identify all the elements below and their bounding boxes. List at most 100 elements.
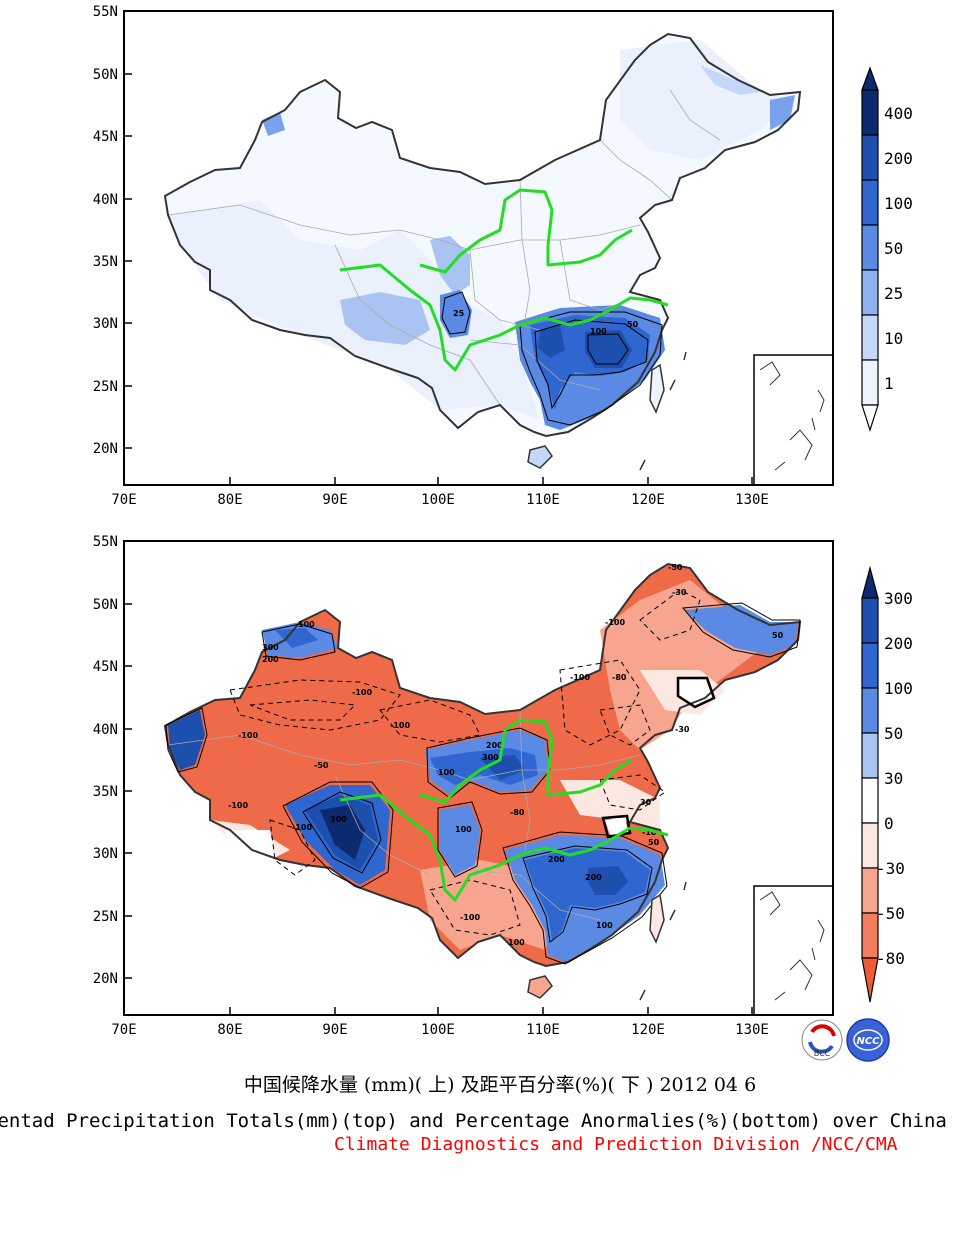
lon-label: 120E	[631, 492, 665, 508]
contour-label: -30	[672, 588, 687, 597]
contour-label: -50	[668, 563, 683, 572]
lat-label: 30N	[93, 846, 118, 862]
lon-label: 90E	[322, 1022, 347, 1038]
lat-label: 50N	[93, 67, 118, 83]
bottom-province-lines	[167, 709, 641, 921]
colorbar-arrow-top	[861, 565, 879, 599]
contour-label: 50	[627, 320, 639, 329]
contour-label: -30	[675, 725, 690, 734]
contour-label: 200	[585, 873, 602, 882]
colorbar-label: 25	[884, 284, 903, 303]
colorbar-label: 100	[884, 194, 913, 213]
contour-label: -80	[612, 673, 627, 682]
bottom-inset-south-china-sea	[753, 885, 833, 1015]
bottom-colorbar-labels: 300 200 100 50 30 0 -30 -50 -80	[876, 589, 913, 968]
contour-label: 200	[262, 655, 279, 664]
contour-label: -100	[570, 673, 590, 682]
contour-label: 100	[508, 938, 525, 947]
lon-label: 110E	[526, 1022, 560, 1038]
colorbar-label: 200	[884, 149, 913, 168]
caption-division: Climate Diagnostics and Prediction Divis…	[334, 1134, 898, 1155]
caption-chinese: 中国候降水量 (mm)( 上) 及距平百分率(%)( 下 ) 2012 04 6	[243, 1074, 757, 1096]
lon-label: 120E	[631, 1022, 665, 1038]
bottom-lon-labels: 70E 80E 90E 100E 110E 120E 130E	[111, 1022, 769, 1038]
contour-label: -100	[605, 618, 625, 627]
lon-label: 90E	[322, 492, 347, 508]
contour-label: -80	[510, 808, 525, 817]
lat-label: 35N	[93, 254, 118, 270]
lat-label: 35N	[93, 784, 118, 800]
bcc-logo: BCC	[801, 1019, 843, 1061]
contour-label: 50	[648, 838, 660, 847]
top-lat-labels: 55N 50N 45N 40N 35N 30N 25N 20N	[93, 4, 118, 457]
contour-label: 50	[772, 631, 784, 640]
top-colorbar	[861, 66, 879, 432]
lon-label: 110E	[526, 492, 560, 508]
contour-label: 30	[640, 798, 652, 807]
contour-label: 100	[455, 825, 472, 834]
lon-label: 70E	[111, 1022, 136, 1038]
contour-label: 300	[330, 815, 347, 824]
lon-label: 70E	[111, 492, 136, 508]
colorbar-label: 100	[884, 679, 913, 698]
bottom-lon-ticks	[123, 1007, 753, 1015]
lon-label: 80E	[217, 492, 242, 508]
colorbar-label: 10	[884, 329, 903, 348]
colorbar-label: 50	[884, 724, 903, 743]
bottom-contours-solid	[165, 602, 801, 965]
lat-label: 50N	[93, 597, 118, 613]
colorbar-label: -80	[876, 949, 905, 968]
contour-label: -10	[642, 828, 657, 837]
colorbar-arrow-bottom	[861, 404, 879, 432]
lat-label: 40N	[93, 192, 118, 208]
lat-label: 25N	[93, 379, 118, 395]
lat-label: 25N	[93, 909, 118, 925]
contour-label: 100	[596, 921, 613, 930]
contour-label: 100	[298, 620, 315, 629]
colorbar-label: -30	[876, 859, 905, 878]
bcc-logo-text: BCC	[814, 1049, 831, 1058]
contour-label: -100	[390, 721, 410, 730]
top-blue-shading	[262, 65, 795, 430]
lat-label: 55N	[93, 4, 118, 20]
caption-english: Pentad Precipitation Totals(mm)(top) and…	[0, 1110, 947, 1132]
contour-label: 300	[482, 753, 499, 762]
lat-label: 40N	[93, 722, 118, 738]
top-contour-labels: 25 50 100	[453, 309, 639, 336]
colorbar-label: 1	[884, 374, 894, 393]
top-map-frame	[123, 10, 834, 486]
islands	[639, 351, 687, 471]
contour-label: 200	[548, 855, 565, 864]
colorbar-label: 50	[884, 239, 903, 258]
colorbar-label: -50	[876, 904, 905, 923]
top-colorbar-labels: 400 200 100 50 25 10 1	[884, 104, 913, 393]
lat-label: 20N	[93, 971, 118, 987]
top-inset-south-china-sea	[753, 354, 833, 485]
top-contours	[441, 291, 663, 426]
bottom-map-frame	[123, 540, 834, 1016]
lon-label: 130E	[735, 1022, 769, 1038]
hainan-outline	[527, 445, 553, 469]
colorbar-label: 400	[884, 104, 913, 123]
colorbar-label: 30	[884, 769, 903, 788]
contour-label: -100	[292, 823, 312, 832]
bottom-lat-labels: 55N 50N 45N 40N 35N 30N 25N 20N	[93, 534, 118, 987]
ncc-logo: NCC	[846, 1018, 890, 1062]
bottom-contour-labels: -50 -100 -30 -80 100 200 300 50 -100 -10…	[228, 563, 784, 947]
contour-label: -100	[352, 688, 372, 697]
top-rivers	[339, 188, 669, 372]
bottom-colorbar	[861, 565, 879, 1003]
top-province-lines	[167, 89, 721, 406]
lon-label: 100E	[421, 1022, 455, 1038]
lon-label: 80E	[217, 1022, 242, 1038]
contour-label: -100	[460, 913, 480, 922]
lon-label: 130E	[735, 492, 769, 508]
contour-label: 25	[453, 309, 465, 318]
colorbar-label: 300	[884, 589, 913, 608]
taiwan-outline	[649, 893, 665, 944]
bottom-rivers	[339, 718, 669, 902]
top-lon-ticks	[123, 477, 753, 485]
colorbar-arrow-bottom	[861, 957, 879, 1003]
colorbar-arrow-top	[861, 66, 879, 91]
